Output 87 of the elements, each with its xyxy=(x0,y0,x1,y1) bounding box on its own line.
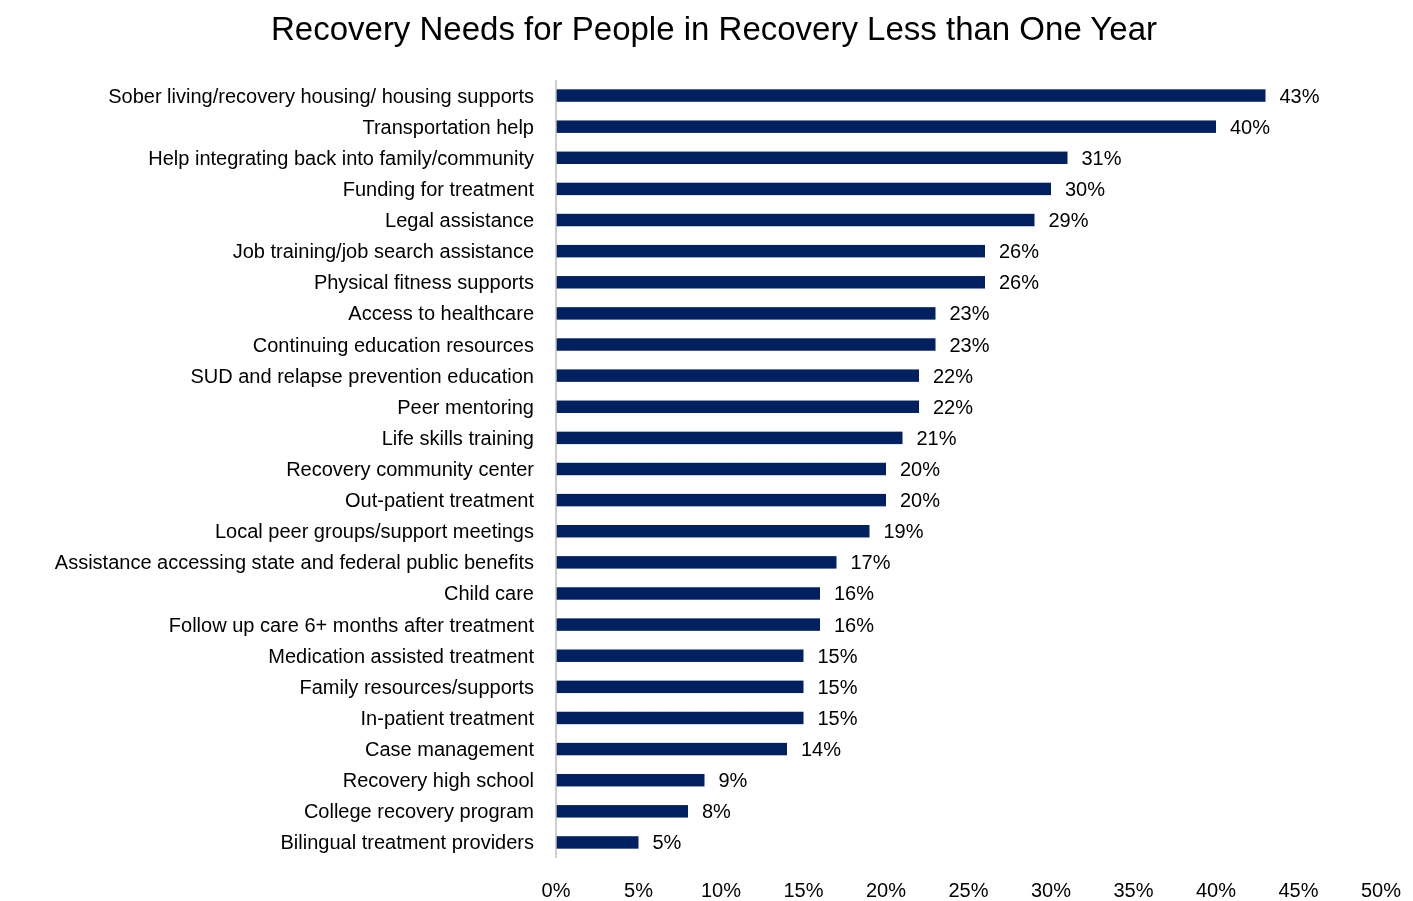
data-label: 17% xyxy=(850,551,891,574)
y-tick-label: College recovery program xyxy=(303,800,534,823)
y-tick-label: Medication assisted treatment xyxy=(268,644,535,667)
bar xyxy=(556,462,886,476)
bar xyxy=(556,338,936,351)
data-label: 40% xyxy=(1230,115,1271,138)
data-label: 20% xyxy=(900,489,941,512)
bar xyxy=(556,556,837,569)
data-label: 22% xyxy=(933,395,974,418)
x-tick-label: 15% xyxy=(783,879,824,901)
data-label: 9% xyxy=(718,769,748,792)
y-tick-label: Assistance accessing state and federal public benefits xyxy=(54,551,534,574)
y-tick-label: Recovery high school xyxy=(342,769,534,792)
x-tick-label: 0% xyxy=(541,879,571,901)
y-tick-label: Funding for treatment xyxy=(342,177,535,200)
bar xyxy=(556,711,804,725)
bar xyxy=(556,182,1051,196)
bar xyxy=(556,773,705,787)
data-label: 21% xyxy=(916,426,957,449)
y-tick-label: Sober living/recovery housing/ housing supports xyxy=(108,84,534,107)
y-tick-label: Physical fitness supports xyxy=(313,271,534,294)
data-label: 31% xyxy=(1081,146,1122,169)
y-tick-label: Out-patient treatment xyxy=(345,489,535,512)
y-tick-label: Child care xyxy=(443,582,534,605)
x-tick-label: 20% xyxy=(865,879,907,901)
data-label: 8% xyxy=(702,800,732,823)
bar xyxy=(556,836,639,849)
x-tick-label: 10% xyxy=(700,879,742,901)
bar xyxy=(556,120,1216,133)
y-tick-label: Bilingual treatment providers xyxy=(280,831,534,854)
bar xyxy=(556,431,903,445)
y-tick-label: Peer mentoring xyxy=(397,395,534,418)
x-tick-label: 50% xyxy=(1360,879,1402,901)
data-label: 15% xyxy=(817,644,858,667)
bar xyxy=(556,805,688,818)
y-tick-label: Follow up care 6+ months after treatment xyxy=(168,613,535,636)
bar xyxy=(556,618,820,631)
bar xyxy=(556,307,936,320)
y-tick-label: Local peer groups/support meetings xyxy=(214,520,534,543)
data-label: 15% xyxy=(817,675,858,698)
chart-title: Recovery Needs for People in Recovery Less than One Year xyxy=(270,9,1158,47)
bar xyxy=(556,680,804,694)
y-tick-label: Transportation help xyxy=(362,115,534,138)
bar xyxy=(556,400,919,413)
y-tick-label: Help integrating back into family/community xyxy=(148,146,534,169)
x-tick-label: 30% xyxy=(1030,879,1072,901)
y-tick-label: Continuing education resources xyxy=(252,333,534,356)
data-label: 16% xyxy=(834,582,875,605)
data-label: 26% xyxy=(999,240,1040,263)
data-label: 16% xyxy=(834,613,875,636)
data-label: 19% xyxy=(883,520,924,543)
bar xyxy=(556,369,919,382)
x-tick-label: 5% xyxy=(624,879,654,901)
bar xyxy=(556,89,1266,102)
data-label: 30% xyxy=(1065,177,1106,200)
y-tick-label: Legal assistance xyxy=(385,209,534,232)
data-label: 15% xyxy=(817,706,858,729)
data-label: 14% xyxy=(801,738,842,761)
bar xyxy=(556,587,820,600)
data-label: 5% xyxy=(652,831,682,854)
y-tick-label: In-patient treatment xyxy=(360,706,535,729)
data-label: 43% xyxy=(1279,84,1320,107)
x-tick-label: 45% xyxy=(1278,879,1319,901)
y-tick-label: Recovery community center xyxy=(286,458,535,480)
x-tick-label: 40% xyxy=(1195,879,1237,901)
x-tick-label: 25% xyxy=(948,879,989,901)
data-label: 23% xyxy=(949,302,990,325)
x-tick-label: 35% xyxy=(1113,879,1154,901)
bar xyxy=(556,742,787,756)
bar xyxy=(556,649,804,662)
data-label: 20% xyxy=(900,458,941,480)
data-label: 23% xyxy=(949,333,990,356)
y-tick-label: Case management xyxy=(365,738,535,761)
bar xyxy=(556,525,870,538)
bar xyxy=(556,213,1035,227)
y-tick-label: Access to healthcare xyxy=(348,302,534,325)
data-label: 26% xyxy=(999,271,1040,294)
bar xyxy=(556,151,1068,165)
bar xyxy=(556,493,886,507)
y-tick-label: Life skills training xyxy=(381,426,534,449)
y-tick-label: Family resources/supports xyxy=(299,675,534,698)
bar xyxy=(556,276,985,289)
bar xyxy=(556,244,985,258)
y-tick-label: Job training/job search assistance xyxy=(232,240,534,263)
data-label: 22% xyxy=(933,364,974,387)
y-tick-label: SUD and relapse prevention education xyxy=(190,364,534,387)
data-label: 29% xyxy=(1048,209,1089,232)
